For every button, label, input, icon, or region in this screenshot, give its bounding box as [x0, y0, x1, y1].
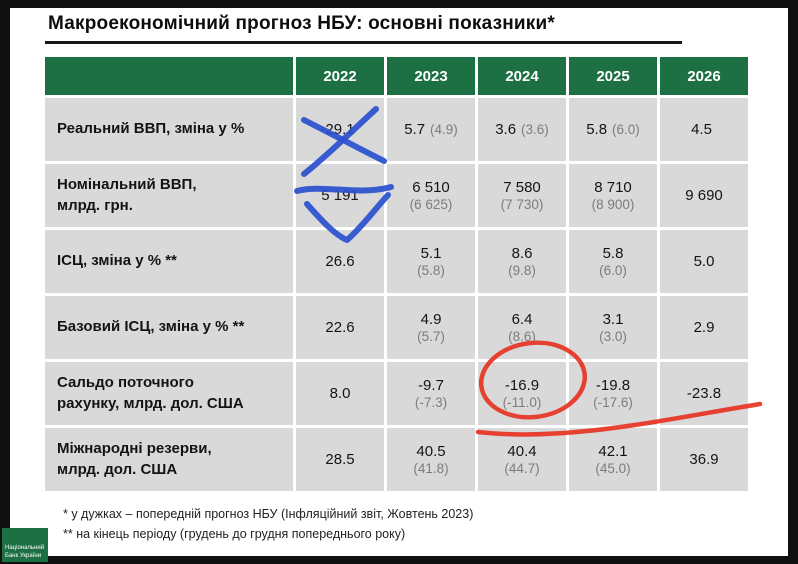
row-label: Міжнародні резерви, млрд. дол. США [45, 428, 293, 491]
cell-current-account-2023: -9.7 (-7.3) [387, 362, 475, 425]
footnotes: * у дужках – попередній прогноз НБУ (Інф… [63, 504, 473, 544]
cell-real-gdp-2025: 5.8 (6.0) [569, 98, 657, 161]
row-label: Номінальний ВВП, млрд. грн. [45, 164, 293, 227]
header-row: 2022 2023 2024 2025 2026 [45, 57, 748, 95]
cell-real-gdp-2026: 4.5 [660, 98, 748, 161]
cell-cpi-2024: 8.6 (9.8) [478, 230, 566, 293]
title-underline [45, 41, 682, 44]
row-core-cpi: Базовий ІСЦ, зміна у % ** 22.6 4.9 (5.7) … [45, 296, 748, 359]
cell-core-cpi-2026: 2.9 [660, 296, 748, 359]
cell-core-cpi-2024: 6.4 (8.6) [478, 296, 566, 359]
cell-current-account-2022: 8.0 [296, 362, 384, 425]
cell-real-gdp-2024: 3.6 (3.6) [478, 98, 566, 161]
nbu-logo: Національний Банк України [2, 528, 48, 562]
row-label: ІСЦ, зміна у % ** [45, 230, 293, 293]
cell-nominal-gdp-2024: 7 580 (7 730) [478, 164, 566, 227]
forecast-table: 2022 2023 2024 2025 2026 Реальний ВВП, з… [42, 54, 751, 494]
corner-cell [45, 57, 293, 95]
page-title: Макроекономічний прогноз НБУ: основні по… [48, 13, 555, 34]
cell-nominal-gdp-2023: 6 510 (6 625) [387, 164, 475, 227]
cell-current-account-2025: -19.8 (-17.6) [569, 362, 657, 425]
row-real-gdp: Реальний ВВП, зміна у % -29.1 5.7 (4.9) 3… [45, 98, 748, 161]
year-header-2023: 2023 [387, 57, 475, 95]
footnote-2: ** на кінець періоду (грудень до грудня … [63, 527, 406, 541]
cell-real-gdp-2023: 5.7 (4.9) [387, 98, 475, 161]
row-label: Реальний ВВП, зміна у % [45, 98, 293, 161]
cell-current-account-2026: -23.8 [660, 362, 748, 425]
year-header-2026: 2026 [660, 57, 748, 95]
slide: Макроекономічний прогноз НБУ: основні по… [2, 8, 788, 562]
year-header-2022: 2022 [296, 57, 384, 95]
row-current-account: Сальдо поточного рахунку, млрд. дол. США… [45, 362, 748, 425]
footnote-1: * у дужках – попередній прогноз НБУ (Інф… [63, 507, 474, 521]
nbu-logo-line2: Банк України [5, 552, 42, 559]
year-header-2025: 2025 [569, 57, 657, 95]
cell-nominal-gdp-2025: 8 710 (8 900) [569, 164, 657, 227]
cell-nominal-gdp-2026: 9 690 [660, 164, 748, 227]
cell-cpi-2022: 26.6 [296, 230, 384, 293]
cell-nominal-gdp-2022: 5 191 [296, 164, 384, 227]
cell-reserves-2022: 28.5 [296, 428, 384, 491]
cell-reserves-2026: 36.9 [660, 428, 748, 491]
nbu-logo-line1: Національний [5, 545, 45, 551]
cell-current-account-2024: -16.9 (-11.0) [478, 362, 566, 425]
row-label: Сальдо поточного рахунку, млрд. дол. США [45, 362, 293, 425]
row-reserves: Міжнародні резерви, млрд. дол. США 28.5 … [45, 428, 748, 491]
cell-core-cpi-2025: 3.1 (3.0) [569, 296, 657, 359]
year-header-2024: 2024 [478, 57, 566, 95]
cell-core-cpi-2023: 4.9 (5.7) [387, 296, 475, 359]
cell-core-cpi-2022: 22.6 [296, 296, 384, 359]
cell-cpi-2023: 5.1 (5.8) [387, 230, 475, 293]
cell-real-gdp-2022: -29.1 [296, 98, 384, 161]
cell-reserves-2023: 40.5 (41.8) [387, 428, 475, 491]
cell-reserves-2024: 40.4 (44.7) [478, 428, 566, 491]
row-nominal-gdp: Номінальний ВВП, млрд. грн. 5 191 6 510(… [45, 164, 748, 227]
cell-reserves-2025: 42.1 (45.0) [569, 428, 657, 491]
cell-cpi-2026: 5.0 [660, 230, 748, 293]
row-cpi: ІСЦ, зміна у % ** 26.6 5.1 (5.8) 8.6 (9.8)… [45, 230, 748, 293]
row-label: Базовий ІСЦ, зміна у % ** [45, 296, 293, 359]
cell-cpi-2025: 5.8 (6.0) [569, 230, 657, 293]
